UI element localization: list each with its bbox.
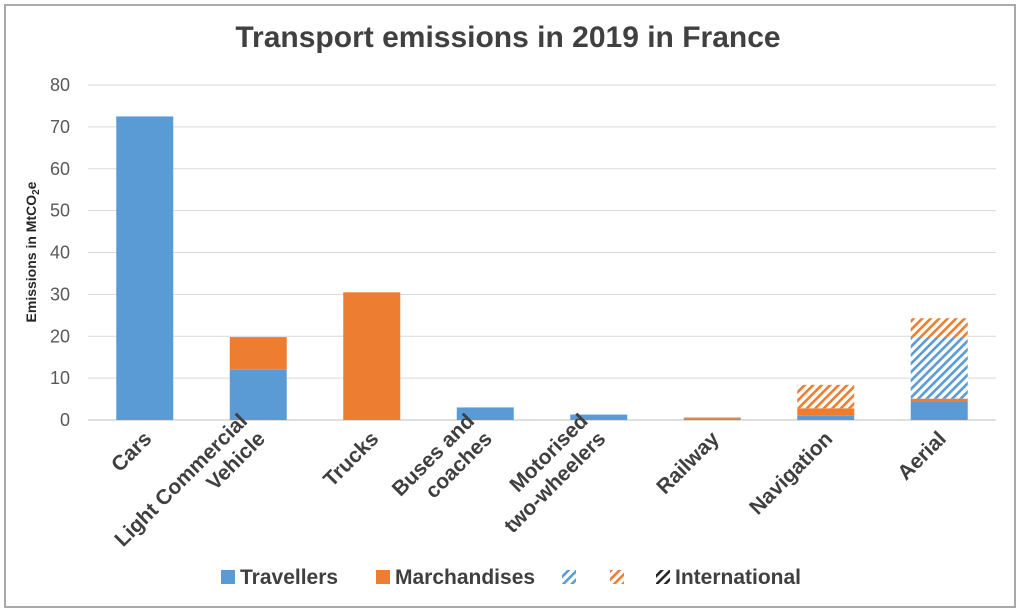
x-tick-label: Motorisedtwo-wheelers [482, 410, 610, 538]
y-tick-label: 40 [50, 243, 70, 263]
bar-segment [229, 369, 287, 420]
legend-label: Marchandises [395, 566, 535, 589]
bar-segment [910, 318, 968, 338]
legend-swatch [656, 570, 670, 584]
legend: Travellers Marchandises International [221, 566, 801, 589]
bar-segment [797, 408, 855, 416]
y-tick-label: 20 [50, 326, 70, 346]
x-tick-label: Buses andcoaches [388, 410, 497, 519]
gridlines [88, 84, 996, 421]
legend-label: Travellers [240, 566, 338, 589]
bar-segment [229, 337, 287, 370]
x-tick-label: Aerial [893, 427, 951, 485]
bar-segment [910, 398, 968, 402]
bar-segment [797, 384, 855, 409]
y-tick-label: 10 [50, 368, 70, 388]
bar-segment [910, 401, 968, 420]
legend-label: International [675, 566, 801, 589]
bar-segment [910, 337, 968, 399]
legend-swatch [610, 570, 624, 584]
x-tick-label: Cars [107, 427, 156, 476]
x-tick-label: Navigation [745, 427, 837, 519]
x-tick-label: Railway [652, 427, 724, 499]
bar-segment [797, 415, 855, 420]
chart-title: Transport emissions in 2019 in France [235, 21, 780, 54]
x-tick-label: Trucks [319, 427, 383, 491]
bars [116, 116, 968, 420]
y-axis-ticks: 0 10 20 30 40 50 60 70 80 [50, 75, 70, 430]
legend-swatch [221, 570, 235, 584]
bar-segment [456, 407, 514, 420]
bar-segment [683, 417, 741, 419]
y-tick-label: 80 [50, 75, 70, 95]
bar-segment [343, 292, 401, 420]
y-tick-label: 70 [50, 117, 70, 137]
y-tick-label: 0 [60, 410, 70, 430]
legend-swatch [562, 570, 576, 584]
legend-swatch [376, 570, 390, 584]
y-tick-label: 30 [50, 284, 70, 304]
y-tick-label: 60 [50, 159, 70, 179]
bar-segment [570, 414, 628, 420]
y-axis-label: Emissions in MtCO2e [23, 181, 42, 322]
bar-segment [116, 116, 174, 420]
bar-segment [683, 418, 741, 420]
y-tick-label: 50 [50, 201, 70, 221]
